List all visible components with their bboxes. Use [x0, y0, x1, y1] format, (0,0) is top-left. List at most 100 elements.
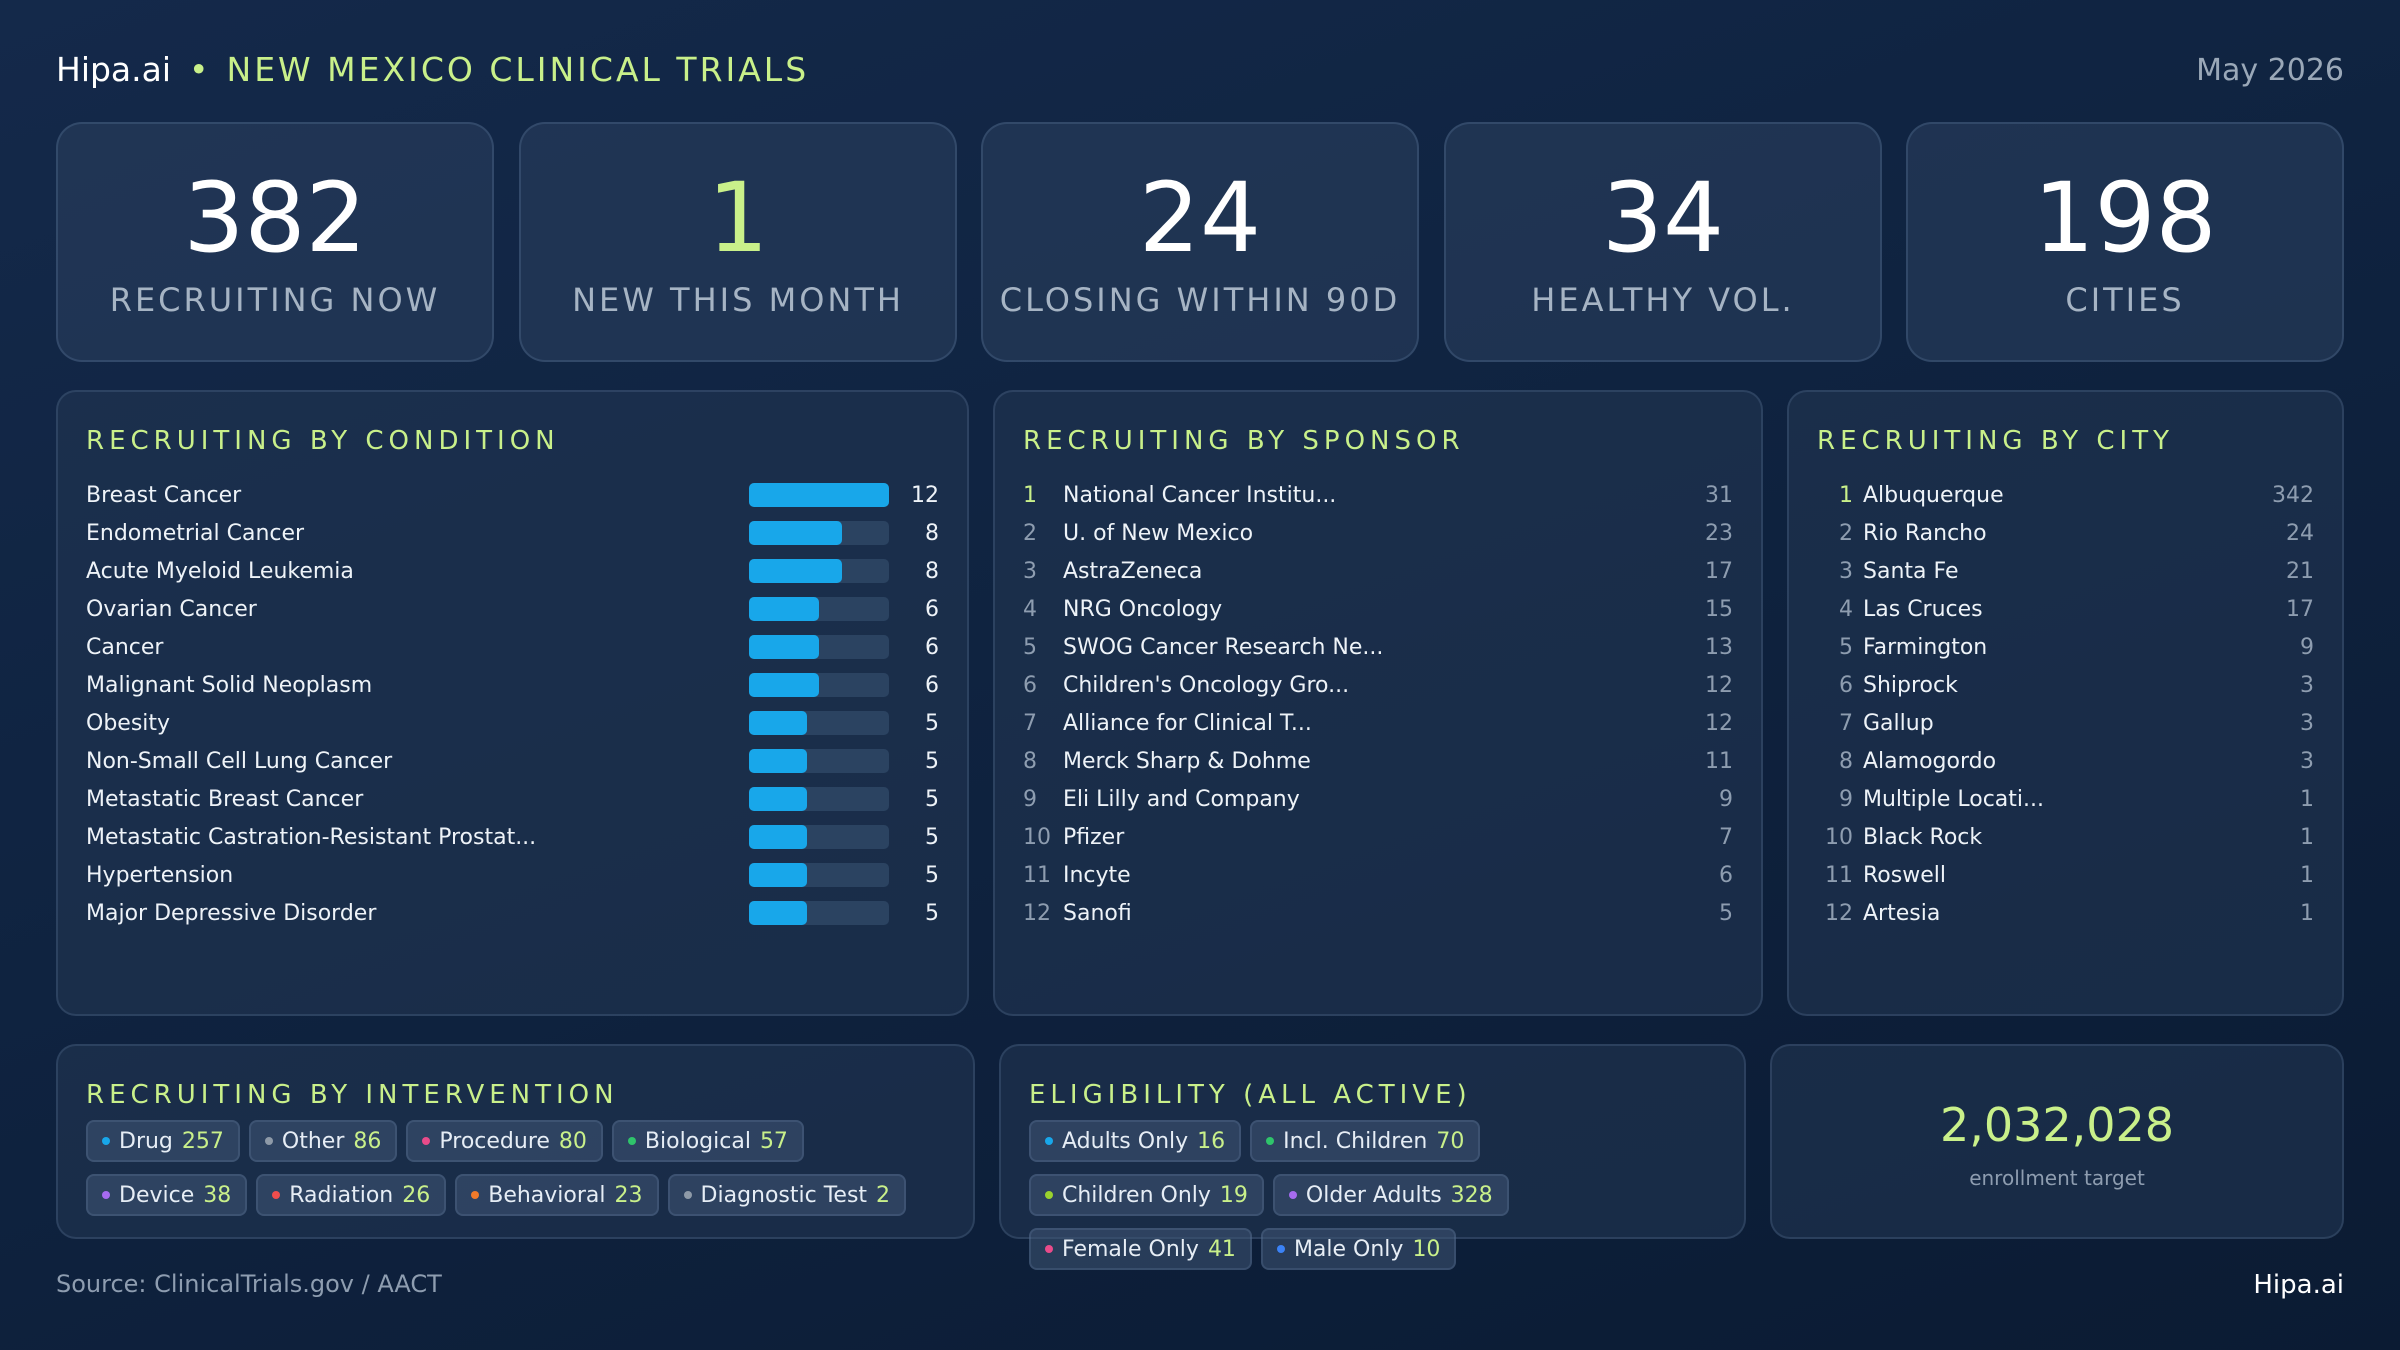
table-row: 2 Rio Rancho 24 [1817, 514, 2314, 552]
sponsor-count: 15 [1705, 596, 1733, 622]
table-row: Major Depressive Disorder 5 [86, 894, 939, 932]
table-row: 10 Pfizer 7 [1023, 818, 1733, 856]
condition-bar [749, 635, 889, 659]
sponsor-count: 17 [1705, 558, 1733, 584]
footer-brand: Hipa.ai [2253, 1270, 2344, 1300]
condition-bar [749, 711, 889, 735]
sponsor-rank: 10 [1023, 824, 1051, 850]
condition-name: Metastatic Castration-Resistant Prostat.… [86, 824, 537, 850]
condition-count: 8 [925, 558, 939, 584]
city-count: 21 [2286, 558, 2314, 584]
condition-name: Endometrial Cancer [86, 520, 305, 546]
eligibility-count: 16 [1197, 1128, 1226, 1154]
city-name: Albuquerque [1863, 482, 2004, 508]
table-row: Malignant Solid Neoplasm 6 [86, 666, 939, 704]
condition-count: 6 [925, 672, 939, 698]
table-row: Endometrial Cancer 8 [86, 514, 939, 552]
city-rank: 9 [1839, 786, 1853, 812]
condition-bar-fill [749, 901, 808, 925]
sponsor-name: AstraZeneca [1063, 558, 1203, 584]
report-date: May 2026 [2196, 53, 2344, 88]
eligibility-chip: Adults Only 16 [1029, 1120, 1242, 1162]
intervention-count: 57 [759, 1128, 788, 1154]
sponsor-count: 13 [1705, 634, 1733, 660]
city-name: Farmington [1863, 634, 1988, 660]
panel-title: RECRUITING BY INTERVENTION [86, 1080, 619, 1110]
stat-value: 198 [2033, 162, 2217, 274]
eligibility-chips: Adults Only 16 Incl. Children 70 Children On… [1029, 1120, 1724, 1282]
condition-count: 5 [925, 786, 939, 812]
intervention-chip: Procedure 80 [406, 1120, 603, 1162]
stat-value: 24 [1138, 162, 1262, 274]
city-rank: 7 [1839, 710, 1853, 736]
condition-name: Ovarian Cancer [86, 596, 257, 622]
sponsor-rank: 7 [1023, 710, 1037, 736]
eligibility-chip: Male Only 10 [1260, 1228, 1457, 1270]
sponsor-name: Eli Lilly and Company [1063, 786, 1300, 812]
city-rank: 2 [1839, 520, 1853, 546]
eligibility-chip: Children Only 19 [1029, 1174, 1264, 1216]
condition-bar [749, 597, 889, 621]
eligibility-count: 328 [1450, 1182, 1493, 1208]
city-count: 3 [2300, 710, 2314, 736]
city-name: Gallup [1863, 710, 1934, 736]
city-name: Rio Rancho [1863, 520, 1987, 546]
condition-name: Hypertension [86, 862, 234, 888]
sponsor-rank: 2 [1023, 520, 1037, 546]
eligibility-chip: Female Only 41 [1029, 1228, 1252, 1270]
sponsor-name: Sanofi [1063, 900, 1132, 926]
condition-count: 8 [925, 520, 939, 546]
sponsor-name: Incyte [1063, 862, 1131, 888]
table-row: Breast Cancer 12 [86, 476, 939, 514]
enrollment-target-value: 2,032,028 [1939, 1098, 2175, 1152]
sponsor-panel: RECRUITING BY SPONSOR 1 National Cancer I… [993, 390, 1763, 1016]
panel-title: RECRUITING BY CONDITION [86, 426, 560, 456]
intervention-chip: Behavioral 23 [455, 1174, 659, 1216]
condition-bar [749, 749, 889, 773]
city-count: 24 [2286, 520, 2314, 546]
condition-name: Metastatic Breast Cancer [86, 786, 364, 812]
sponsor-name: Pfizer [1063, 824, 1125, 850]
condition-bar-fill [749, 749, 808, 773]
legend-dot-icon [1288, 1191, 1297, 1199]
legend-dot-icon [683, 1191, 692, 1199]
table-row: 5 Farmington 9 [1817, 628, 2314, 666]
city-count: 1 [2300, 862, 2314, 888]
intervention-chips: Drug 257 Other 86 Procedure 80 Biological 57 Dev… [86, 1120, 953, 1228]
intervention-label: Procedure [439, 1128, 550, 1154]
stat-card-new-this-month: 1 NEW THIS MONTH [519, 122, 957, 362]
condition-name: Obesity [86, 710, 171, 736]
legend-dot-icon [102, 1191, 110, 1199]
eligibility-chip: Older Adults 328 [1272, 1174, 1509, 1216]
source-note: Source: ClinicalTrials.gov / AACT [56, 1270, 442, 1298]
table-row: Ovarian Cancer 6 [86, 590, 939, 628]
city-count: 1 [2300, 900, 2314, 926]
intervention-count: 26 [402, 1182, 431, 1208]
legend-dot-icon [1266, 1137, 1275, 1145]
legend-dot-icon [272, 1191, 281, 1199]
condition-count: 12 [911, 482, 939, 508]
stat-card-cities: 198 CITIES [1906, 122, 2344, 362]
legend-dot-icon [1045, 1191, 1053, 1199]
legend-dot-icon [1276, 1245, 1285, 1253]
sponsor-count: 11 [1705, 748, 1733, 774]
enrollment-target-label: enrollment target [1969, 1166, 2145, 1190]
city-rank: 5 [1839, 634, 1853, 660]
panel-title: RECRUITING BY SPONSOR [1023, 426, 1465, 456]
condition-bar [749, 825, 889, 849]
intervention-chip: Diagnostic Test 2 [667, 1174, 907, 1216]
sponsor-rank: 3 [1023, 558, 1037, 584]
intervention-chip: Other 86 [248, 1120, 398, 1162]
condition-name: Acute Myeloid Leukemia [86, 558, 354, 584]
city-rank: 10 [1825, 824, 1853, 850]
stat-label: CITIES [2065, 280, 2185, 319]
city-rank: 4 [1839, 596, 1853, 622]
condition-count: 5 [925, 748, 939, 774]
table-row: 6 Children's Oncology Gro... 12 [1023, 666, 1733, 704]
table-row: 4 NRG Oncology 15 [1023, 590, 1733, 628]
stat-value: 1 [707, 162, 769, 274]
table-row: 7 Gallup 3 [1817, 704, 2314, 742]
sponsor-rank: 4 [1023, 596, 1037, 622]
condition-count: 5 [925, 710, 939, 736]
condition-panel: RECRUITING BY CONDITION Breast Cancer 12 E… [56, 390, 969, 1016]
